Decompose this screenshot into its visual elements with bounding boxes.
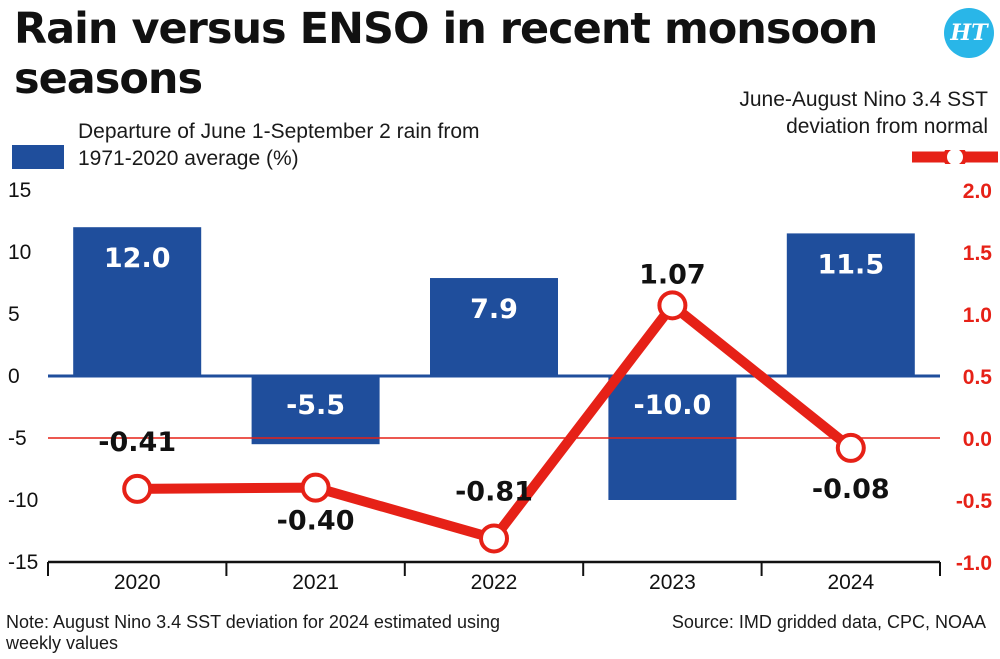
bar-2022 [430, 278, 558, 376]
bar-data-label: 7.9 [470, 294, 518, 325]
bar-data-label: 12.0 [104, 243, 171, 274]
legend-bar-swatch [12, 145, 64, 169]
left-tick-label: 15 [8, 179, 31, 202]
sst-data-label: -0.40 [277, 506, 355, 537]
ht-logo: HT [944, 8, 994, 58]
left-tick-label: -10 [8, 489, 38, 512]
left-tick-label: -15 [8, 551, 38, 574]
bar-data-label: -5.5 [286, 390, 345, 421]
chart-source: Source: IMD gridded data, CPC, NOAA [671, 612, 986, 632]
left-tick-label: -5 [8, 427, 27, 450]
right-tick-label: 0.5 [963, 366, 993, 389]
left-tick-label: 10 [8, 241, 31, 264]
legend-bar-label: Departure of June 1-September 2 rain fro… [78, 120, 480, 170]
x-tick-label: 2022 [471, 571, 518, 594]
x-tick-label: 2021 [292, 571, 339, 594]
x-tick-label: 2023 [649, 571, 696, 594]
right-tick-label: 1.0 [963, 304, 992, 327]
right-tick-label: 0.0 [963, 428, 992, 451]
right-tick-label: -1.0 [956, 552, 992, 575]
sst-point-2020 [122, 473, 153, 504]
bar-2021 [251, 376, 380, 445]
bar-data-label: 11.5 [817, 249, 884, 280]
bar-2020 [73, 227, 202, 376]
left-tick-label: 5 [8, 303, 20, 326]
sst-point-2023 [657, 290, 688, 321]
sst-point-2024 [835, 432, 866, 463]
right-tick-label: 2.0 [963, 180, 992, 203]
legend-line-swatch [912, 150, 998, 164]
left-tick-label: 0 [8, 365, 20, 388]
legend-line-label: June-August Nino 3.4 SST deviation from … [739, 88, 988, 138]
sst-data-label: -0.41 [98, 427, 176, 458]
bar-2024 [786, 233, 915, 376]
sst-data-label: 1.07 [639, 259, 706, 290]
sst-point-2021 [300, 472, 331, 503]
chart-note: Note: August Nino 3.4 SST deviation for … [6, 612, 500, 653]
sst-data-label: -0.08 [812, 474, 890, 505]
right-tick-label: -0.5 [956, 490, 993, 513]
sst-point-2022 [479, 523, 509, 554]
bar-data-label: -10.0 [633, 390, 711, 421]
x-tick-label: 2020 [114, 571, 161, 594]
chart-title: Rain versus ENSO in recent monsoon seaso… [14, 4, 878, 104]
right-tick-label: 1.5 [963, 242, 993, 265]
sst-data-label: -0.81 [455, 476, 533, 507]
x-tick-label: 2024 [827, 571, 874, 594]
